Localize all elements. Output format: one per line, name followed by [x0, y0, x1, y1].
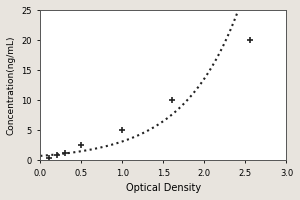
Y-axis label: Concentration(ng/mL): Concentration(ng/mL) [7, 36, 16, 135]
X-axis label: Optical Density: Optical Density [126, 183, 201, 193]
